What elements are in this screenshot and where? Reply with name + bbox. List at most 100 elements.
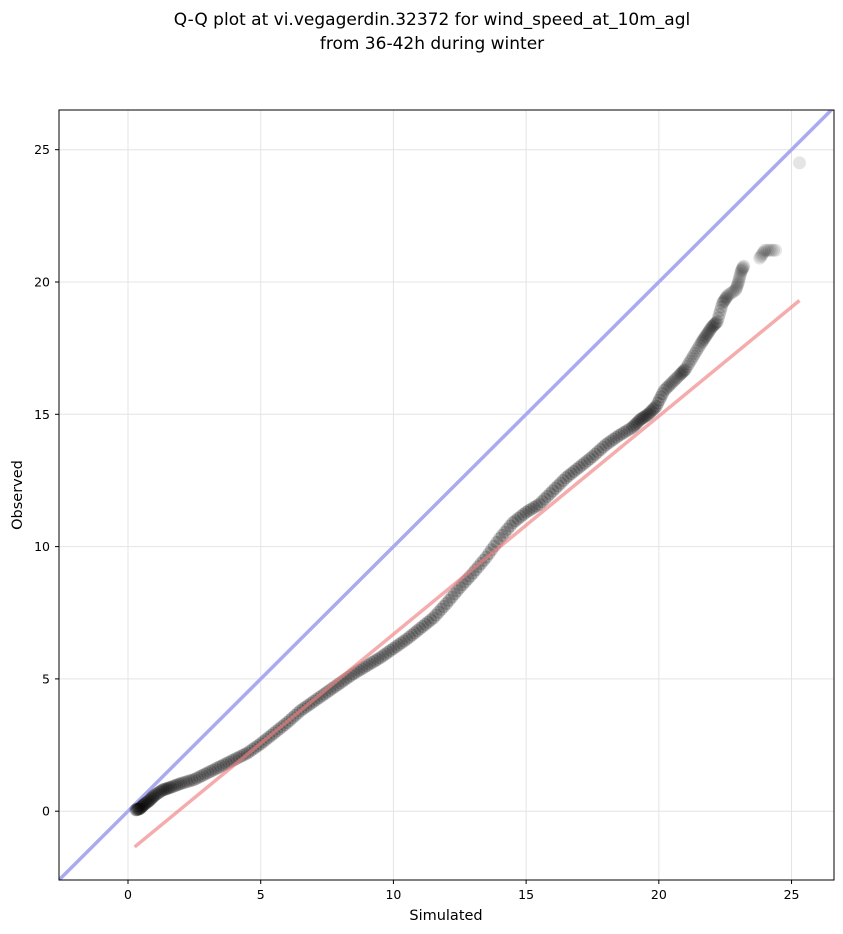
- data-point: [702, 325, 716, 339]
- data-point: [148, 788, 162, 802]
- x-tick-label: 10: [385, 887, 401, 902]
- data-point: [678, 362, 692, 376]
- data-point: [170, 778, 184, 792]
- data-point: [424, 613, 438, 627]
- data-point: [670, 371, 684, 385]
- data-point: [660, 380, 674, 394]
- data-point: [410, 624, 424, 638]
- data-point: [712, 307, 726, 321]
- data-point: [707, 318, 721, 332]
- data-point: [522, 504, 536, 518]
- data-point: [154, 784, 168, 798]
- data-point: [601, 436, 615, 450]
- data-point: [688, 346, 702, 360]
- data-point: [163, 780, 177, 794]
- data-point: [562, 469, 576, 483]
- data-point: [535, 495, 549, 509]
- data-point: [696, 333, 710, 347]
- data-point: [704, 322, 718, 336]
- data-point: [548, 481, 562, 495]
- data-point: [716, 296, 730, 310]
- data-point: [729, 281, 743, 295]
- data-point: [376, 649, 390, 663]
- data-point: [320, 685, 334, 699]
- data-point: [769, 243, 783, 257]
- data-point: [758, 243, 772, 257]
- data-point: [633, 413, 647, 427]
- data-point: [753, 251, 767, 265]
- data-point: [131, 802, 145, 816]
- data-point: [434, 602, 448, 616]
- data-point: [503, 519, 517, 533]
- data-point: [632, 414, 646, 428]
- data-point: [570, 462, 584, 476]
- data-point: [418, 617, 432, 631]
- data-point: [659, 382, 673, 396]
- data-point: [736, 260, 750, 274]
- data-point: [421, 615, 435, 629]
- data-point: [445, 590, 459, 604]
- data-point: [519, 505, 533, 519]
- data-point: [357, 660, 371, 674]
- data-point: [646, 403, 660, 417]
- data-point: [719, 291, 733, 305]
- data-point: [730, 280, 744, 294]
- data-point: [615, 427, 629, 441]
- data-point: [182, 774, 196, 788]
- data-point: [146, 789, 160, 803]
- data-point: [697, 331, 711, 345]
- data-point: [754, 250, 768, 264]
- data-point: [730, 278, 744, 292]
- data-point: [538, 492, 552, 506]
- x-tick-label: 5: [257, 887, 265, 902]
- data-point: [149, 787, 163, 801]
- x-tick-label: 15: [518, 887, 534, 902]
- data-point: [142, 794, 156, 808]
- data-point: [726, 285, 740, 299]
- data-point: [133, 802, 147, 816]
- data-point: [469, 563, 483, 577]
- grid-lines: [59, 110, 834, 880]
- data-point: [162, 781, 176, 795]
- data-point: [384, 643, 398, 657]
- data-point: [732, 273, 746, 287]
- data-point: [355, 662, 369, 676]
- data-point: [654, 390, 668, 404]
- data-point: [572, 460, 586, 474]
- data-point: [755, 248, 769, 262]
- data-point: [762, 243, 776, 257]
- data-point: [413, 622, 427, 636]
- data-point: [668, 372, 682, 386]
- data-point: [137, 798, 151, 812]
- data-point: [649, 399, 663, 413]
- data-point: [591, 445, 605, 459]
- data-point: [156, 783, 170, 797]
- data-point: [664, 377, 678, 391]
- data-point: [708, 317, 722, 331]
- data-point: [676, 364, 690, 378]
- data-point: [378, 647, 392, 661]
- data-point: [699, 330, 713, 344]
- data-point: [373, 651, 387, 665]
- data-point: [682, 357, 696, 371]
- data-point: [235, 749, 249, 763]
- data-point: [501, 522, 515, 536]
- data-point: [166, 780, 180, 794]
- data-point: [643, 406, 657, 420]
- data-point: [583, 452, 597, 466]
- y-tick-label: 5: [42, 671, 50, 686]
- data-point: [627, 419, 641, 433]
- data-point: [675, 365, 689, 379]
- data-point: [402, 630, 416, 644]
- y-tick-label: 20: [34, 274, 50, 289]
- data-point: [735, 262, 749, 276]
- data-point: [665, 376, 679, 390]
- data-point: [437, 599, 451, 613]
- data-point: [685, 352, 699, 366]
- data-point: [593, 442, 607, 456]
- data-point: [648, 401, 662, 415]
- data-point: [638, 409, 652, 423]
- data-point: [640, 408, 654, 422]
- data-point: [381, 645, 395, 659]
